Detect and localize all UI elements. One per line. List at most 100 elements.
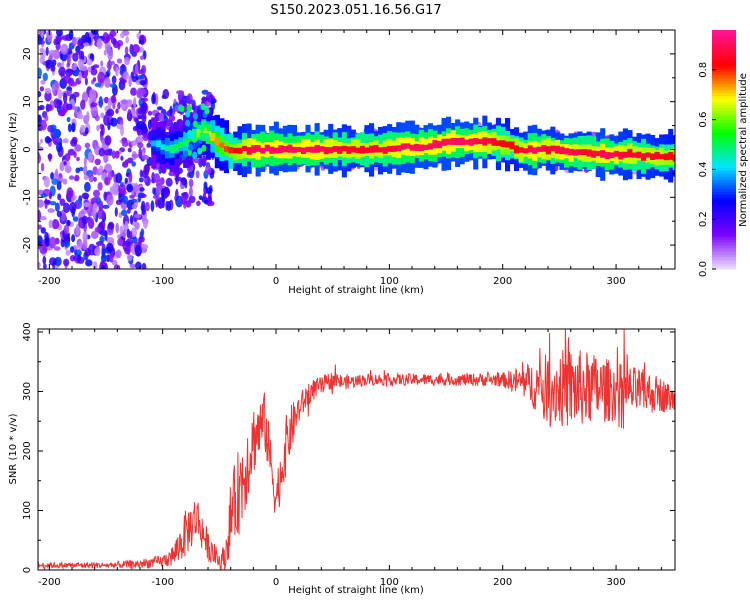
noise-blob (195, 170, 200, 179)
noise-blob (105, 110, 112, 116)
colorbar-step (712, 182, 736, 186)
noise-blob (127, 109, 132, 119)
noise-blob (128, 75, 132, 88)
noise-blob (372, 166, 380, 171)
noise-blob (98, 96, 104, 108)
colorbar-step (712, 236, 736, 240)
noise-blob (63, 92, 68, 104)
noise-blob (202, 192, 207, 203)
noise-blob (139, 193, 147, 198)
snr-line (38, 329, 675, 570)
noise-blob (80, 124, 86, 133)
noise-blob (155, 185, 162, 197)
noise-blob (120, 103, 126, 109)
noise-blob (207, 200, 215, 207)
noise-blob (56, 142, 63, 153)
noise-blob (59, 177, 65, 182)
spectrogram-ridge (151, 103, 675, 183)
noise-blob (120, 209, 128, 217)
noise-blob (53, 246, 61, 251)
noise-blob (186, 93, 193, 105)
ridge-band-core (582, 149, 588, 155)
noise-blob (42, 256, 47, 265)
spectrogram-y-axis: -20 -10 0 10 20 (22, 29, 675, 270)
noise-blob (115, 222, 119, 234)
noise-blob (66, 219, 71, 227)
noise-blob (57, 62, 62, 68)
noise-blob (140, 55, 145, 60)
x-tick-label: -100 (151, 577, 174, 588)
colorbar-step (712, 74, 736, 79)
noise-blob (141, 200, 146, 209)
noise-blob (191, 103, 195, 108)
noise-blob (103, 149, 112, 156)
noise-blob (93, 176, 97, 182)
colorbar-step (712, 212, 736, 216)
noise-blob (107, 48, 113, 61)
noise-blob (111, 94, 116, 104)
noise-blob (102, 32, 109, 44)
noise-blob (205, 164, 212, 175)
noise-blob (138, 88, 147, 95)
ridge-band-core (641, 153, 647, 161)
noise-blob (131, 44, 140, 54)
noise-blob (134, 213, 141, 219)
noise-blob (104, 176, 111, 186)
colorbar-step (712, 260, 736, 264)
ridge-band-core (618, 151, 624, 160)
colorbar-step (712, 170, 736, 174)
noise-blob (104, 76, 111, 88)
colorbar-step (712, 113, 736, 118)
noise-blob (181, 177, 187, 186)
noise-blob (135, 62, 139, 75)
ridge-band-core (595, 150, 601, 157)
noise-blob (153, 173, 161, 183)
colorbar-step (712, 185, 736, 189)
ridge-band-core (509, 141, 515, 150)
ridge-band-core (273, 147, 279, 154)
ridge-band-core (178, 141, 184, 148)
noise-blob (77, 38, 85, 50)
ridge-band-core (378, 147, 384, 153)
noise-blob (42, 72, 48, 82)
noise-blob (188, 195, 196, 204)
noise-blob (143, 164, 150, 176)
ridge-band-core (427, 143, 433, 150)
noise-blob (38, 67, 42, 78)
noise-blob (161, 200, 165, 209)
ridge-band-core (233, 147, 239, 154)
noise-blob (92, 77, 97, 82)
noise-blob (115, 172, 123, 184)
ridge-band-core (500, 140, 506, 147)
ridge-band-core (645, 152, 651, 158)
noise-blob (39, 242, 47, 255)
noise-blob (42, 61, 46, 66)
noise-blob (71, 234, 76, 243)
snr-chart: -200 -100 0 100 200 300 0 100 200 300 400 Height … (8, 322, 676, 596)
ridge-band-core (527, 145, 533, 153)
noise-blob (102, 204, 110, 209)
noise-blob (117, 42, 121, 50)
ridge-band-core (518, 147, 524, 153)
noise-blob (103, 191, 107, 201)
noise-blob (63, 258, 70, 267)
noise-blob (51, 178, 59, 185)
noise-blob (116, 58, 123, 64)
noise-blob (112, 104, 116, 110)
noise-blob (130, 140, 138, 146)
noise-blob (80, 99, 86, 110)
ridge-band-core (477, 138, 483, 145)
noise-blob (96, 38, 103, 50)
noise-blob (71, 64, 77, 71)
noise-blob (137, 108, 144, 114)
noise-blob (155, 196, 159, 208)
ridge-band-core (631, 152, 637, 158)
ridge-band-core (423, 144, 429, 151)
ridge-band-core (622, 151, 628, 158)
noise-blob (51, 84, 56, 94)
noise-blob (117, 238, 124, 246)
noise-blob (69, 175, 75, 180)
colorbar-step (712, 194, 736, 198)
ridge-band-core (341, 145, 347, 152)
noise-blob (99, 165, 104, 174)
